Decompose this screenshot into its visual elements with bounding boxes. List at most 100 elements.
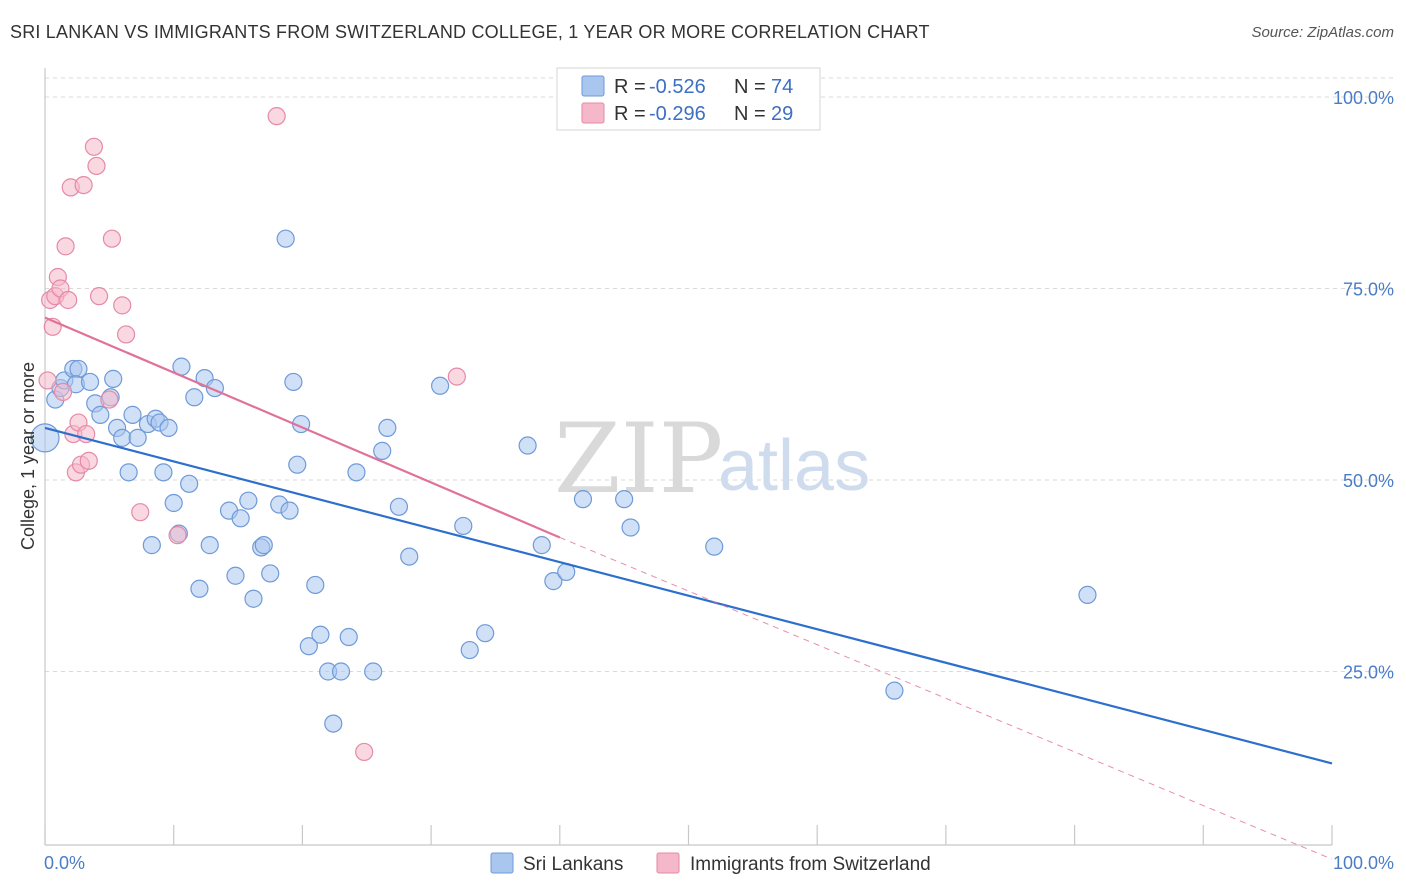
legend-r-value-2: -0.296	[649, 103, 706, 125]
sri-lankan-point	[80, 372, 100, 392]
sri-lankan-point	[331, 662, 351, 681]
sri-lankan-point	[180, 474, 199, 493]
sri-lankan-point	[185, 388, 204, 407]
sri-lankan-point	[347, 463, 366, 482]
sri-lankan-point	[1078, 585, 1097, 605]
sri-lankan-point	[190, 579, 209, 598]
points-layer	[30, 107, 1097, 762]
y-tick-label: 25.0%	[1343, 663, 1394, 683]
sri-lankan-point	[306, 575, 325, 595]
swiss-immigrant-point	[84, 137, 104, 156]
sri-lankan-point	[104, 369, 123, 388]
swiss-immigrant-point	[53, 382, 73, 402]
sri-lankan-point	[518, 436, 537, 455]
swiss-immigrant-point	[131, 503, 150, 522]
y-tick-label: 50.0%	[1343, 471, 1394, 491]
legend-swatch-blue	[581, 75, 605, 97]
y-tick-label: 100.0%	[1333, 88, 1394, 108]
sri-lankan-point	[113, 428, 132, 447]
legend-box: R = -0.526 N = 74 R = -0.296 N = 29	[556, 67, 821, 131]
swiss-immigrant-point	[447, 367, 466, 386]
swiss-immigrant-trend-extension	[559, 536, 1333, 860]
swiss-immigrant-point	[113, 296, 132, 315]
watermark-atlas: atlas	[718, 426, 870, 506]
legend-swatch-pink	[581, 102, 605, 124]
bottom-legend-swatch-pink	[656, 852, 680, 874]
legend-r-label-1: R =	[614, 76, 646, 98]
grid-layer	[45, 77, 1394, 672]
y-axis-label: College, 1 year or more	[18, 362, 38, 550]
swiss-immigrant-point	[102, 229, 122, 248]
trend-layer	[44, 316, 1333, 860]
sri-lankan-point	[378, 418, 397, 438]
sri-lankan-point	[885, 681, 904, 700]
watermark: ZIP atlas	[554, 403, 870, 515]
sri-lankan-point	[364, 662, 383, 681]
legend-r-label-2: R =	[614, 103, 646, 125]
sri-lankan-point	[373, 441, 392, 460]
chart-source: Source: ZipAtlas.com	[1251, 24, 1394, 41]
swiss-immigrant-point	[100, 390, 119, 409]
sri-lankan-point	[200, 536, 219, 555]
sri-lankan-point	[621, 518, 640, 537]
sri-lankan-point	[573, 490, 593, 509]
sri-lankan-point	[431, 376, 450, 395]
sri-lankan-point	[164, 493, 183, 513]
swiss-immigrant-point	[74, 175, 93, 195]
sri-lankan-point	[280, 501, 299, 520]
legend-n-label-1: N =	[734, 76, 766, 98]
swiss-immigrant-point	[355, 742, 374, 762]
swiss-immigrant-point	[38, 371, 57, 390]
y-tick-label: 75.0%	[1343, 280, 1394, 300]
swiss-immigrant-point	[87, 156, 106, 176]
sri-lankan-point	[615, 490, 634, 509]
sri-lankan-point	[142, 536, 161, 555]
sri-lankan-point	[339, 627, 358, 647]
bottom-legend: Sri Lankans Immigrants from Switzerland	[490, 852, 931, 875]
swiss-immigrant-point	[89, 287, 109, 306]
sri-lankan-point	[460, 640, 479, 660]
sri-lankan-point	[288, 455, 307, 474]
swiss-immigrant-point	[56, 237, 75, 256]
legend-n-value-1: 74	[771, 76, 793, 98]
sri-lankan-point	[276, 229, 295, 248]
sri-lankan-point	[159, 418, 178, 438]
x-tick-label-0: 0.0%	[44, 853, 85, 873]
x-tick-label-100: 100.0%	[1333, 853, 1394, 873]
sri-lankan-point	[119, 463, 138, 482]
sri-lankan-point	[299, 637, 318, 656]
swiss-immigrant-point	[168, 526, 187, 545]
axes-layer	[44, 68, 1333, 846]
sri-lankan-point	[311, 625, 330, 644]
sri-lankan-point	[389, 497, 409, 516]
chart-title: SRI LANKAN VS IMMIGRANTS FROM SWITZERLAN…	[10, 22, 930, 42]
sri-lankan-point	[91, 405, 110, 424]
swiss-immigrant-point	[116, 325, 136, 344]
sri-lankan-point	[244, 589, 263, 608]
sri-lankan-point	[123, 405, 142, 424]
sri-lankan-point	[239, 491, 258, 510]
swiss-immigrant-point	[59, 290, 78, 310]
sri-lankan-point	[154, 463, 173, 482]
sri-lankan-point	[705, 537, 724, 556]
swiss-immigrant-point	[267, 107, 286, 126]
sri-lankan-point	[532, 536, 551, 555]
sri-lankan-point	[261, 564, 280, 583]
sri-lankan-trend-line	[44, 426, 1333, 765]
sri-lankan-point	[454, 516, 473, 536]
legend-n-value-2: 29	[771, 103, 793, 125]
legend-n-label-2: N =	[734, 103, 766, 125]
y-tick-labels: 25.0% 50.0% 75.0% 100.0%	[1333, 88, 1394, 683]
sri-lankan-point	[128, 428, 147, 447]
bottom-legend-label-1: Sri Lankans	[523, 854, 623, 875]
sri-lankan-point	[254, 536, 273, 555]
sri-lankan-point	[400, 547, 419, 566]
bottom-legend-label-2: Immigrants from Switzerland	[690, 854, 931, 875]
swiss-immigrant-trend-line	[44, 316, 561, 539]
legend-r-value-1: -0.526	[649, 76, 706, 98]
bottom-legend-swatch-blue	[490, 852, 514, 874]
sri-lankan-point	[284, 372, 303, 392]
sri-lankan-point	[226, 566, 245, 585]
sri-lankan-point	[324, 714, 343, 733]
